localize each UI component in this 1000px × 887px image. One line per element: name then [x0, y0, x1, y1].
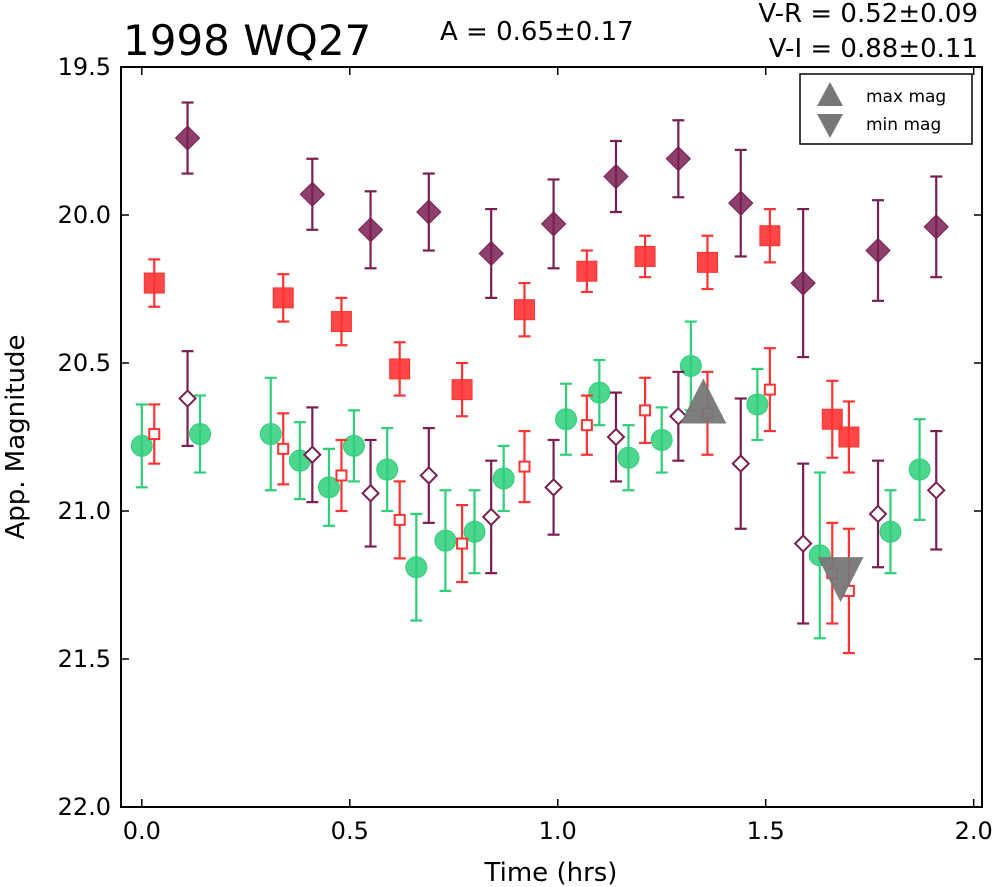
series-square-open [148, 347, 855, 655]
min-mag-marker [817, 557, 864, 603]
x-tick-label: 1.5 [747, 817, 785, 845]
data-point [456, 537, 469, 550]
x-axis-label: Time (hrs) [484, 858, 618, 887]
data-point [731, 454, 751, 474]
data-point [923, 214, 949, 240]
data-point [790, 270, 816, 296]
data-point [763, 383, 776, 396]
plot-frame [120, 66, 983, 808]
data-point [759, 225, 781, 247]
v-i-annotation: V-I = 0.88±0.11 [769, 34, 978, 64]
data-point [143, 272, 165, 294]
data-point [299, 181, 326, 207]
series-circle-filled [130, 320, 931, 640]
data-point [416, 199, 442, 225]
data-point [189, 423, 212, 446]
legend-label: max mag [866, 87, 946, 107]
data-point [259, 423, 282, 446]
chart-title: 1998 WQ27 [123, 16, 371, 65]
plot-marks [130, 101, 949, 655]
y-axis-label: App. Magnitude [1, 334, 31, 539]
data-point [342, 434, 365, 457]
data-point [419, 466, 439, 485]
data-point [335, 469, 348, 482]
data-point [617, 446, 640, 469]
data-point [518, 460, 531, 473]
data-point [879, 520, 902, 543]
data-point [272, 287, 294, 309]
data-point [665, 146, 692, 172]
x-tick-label: 0.0 [123, 817, 161, 845]
data-point [555, 408, 578, 431]
data-point [746, 393, 769, 416]
v-r-annotation: V-R = 0.52±0.09 [758, 0, 978, 29]
data-point [302, 445, 322, 465]
y-tick-label: 20.0 [58, 201, 111, 229]
data-point [696, 251, 718, 273]
max-mag-marker [680, 378, 727, 424]
y-tick-label: 19.5 [58, 53, 111, 81]
data-point [393, 513, 406, 526]
data-point [389, 358, 411, 380]
data-point [405, 556, 428, 579]
data-point [908, 458, 931, 481]
y-tick-label: 20.5 [58, 349, 111, 377]
data-point [376, 458, 399, 481]
axis-ticks: 0.0 0.5 1.0 1.5 2.0 19.5 20.0 20.5 21.0 21.5 22.0 [58, 53, 993, 845]
data-point [478, 240, 504, 267]
data-point [580, 419, 593, 432]
data-point [317, 476, 340, 499]
series-diamond-filled [174, 101, 949, 359]
y-tick-label: 21.0 [58, 497, 111, 525]
data-point [576, 260, 598, 282]
data-point [174, 125, 201, 151]
data-point [361, 483, 380, 503]
data-point [865, 237, 891, 264]
data-point [793, 534, 813, 553]
legend: max mag min mag [799, 73, 973, 145]
legend-label: min mag [866, 115, 941, 135]
data-point [130, 434, 153, 457]
data-point [451, 379, 473, 401]
data-point [178, 389, 197, 408]
data-point [728, 190, 754, 216]
data-point [926, 480, 946, 500]
y-tick-label: 21.5 [58, 645, 111, 673]
data-point [492, 467, 515, 490]
data-point [838, 426, 860, 448]
series-square-filled [143, 207, 860, 474]
data-point [463, 520, 486, 543]
data-point [513, 299, 535, 321]
data-point [821, 408, 843, 430]
data-point [357, 217, 384, 243]
data-point [544, 477, 563, 497]
series-diamond-open [178, 350, 946, 625]
data-point [634, 245, 656, 267]
data-point [277, 442, 290, 455]
x-tick-label: 0.5 [331, 817, 369, 845]
x-tick-label: 1.0 [539, 817, 577, 845]
data-point [639, 404, 652, 417]
legend-max-mag-icon [817, 82, 843, 106]
x-tick-label: 2.0 [955, 817, 993, 845]
data-point [481, 507, 501, 527]
data-point [603, 163, 629, 190]
y-tick-label: 22.0 [58, 793, 111, 821]
data-point [868, 504, 888, 524]
amplitude-annotation: A = 0.65±0.17 [440, 17, 634, 47]
data-point [148, 428, 161, 441]
data-point [434, 529, 457, 552]
data-point [588, 381, 611, 404]
data-point [650, 428, 673, 451]
data-point [606, 427, 626, 447]
legend-min-mag-icon [817, 114, 843, 138]
data-point [540, 211, 567, 237]
data-point [679, 354, 702, 377]
data-point [330, 311, 352, 333]
